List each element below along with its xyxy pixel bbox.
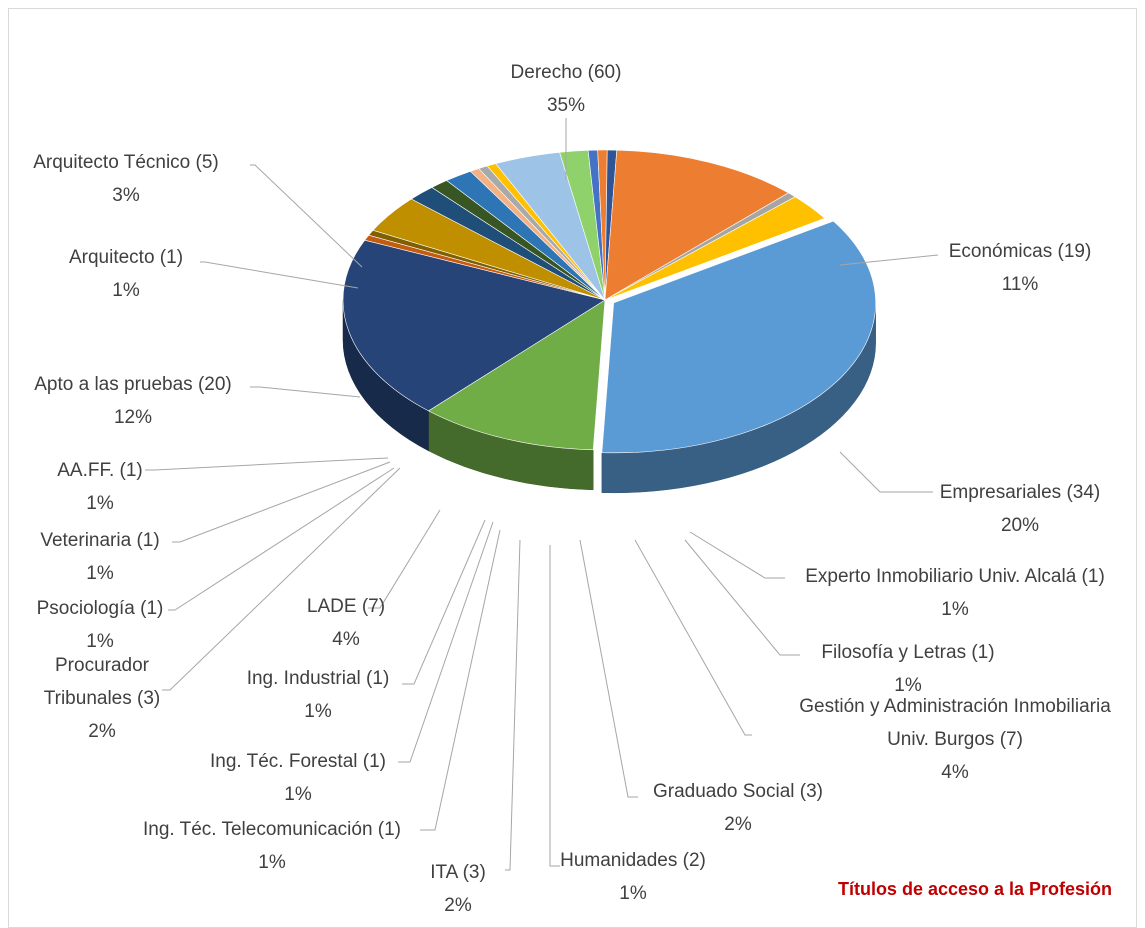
data-label-percent: 2% [444, 895, 472, 915]
data-label: Derecho (60) 35% [511, 62, 622, 116]
data-label: Psociología (1) 1% [37, 598, 164, 652]
data-label-percent: 1% [941, 599, 969, 620]
data-label-percent: 1% [86, 493, 114, 514]
pie-slice [342, 239, 606, 412]
data-label-percent: 1% [86, 631, 114, 652]
data-label: LADE (7) 4% [307, 596, 385, 650]
data-label-percent: 4% [332, 629, 360, 650]
data-label-name: Gestión y Administración Inmobiliaria [799, 696, 1111, 717]
leader-line [200, 261, 359, 289]
data-label: Empresariales (34) 20% [940, 482, 1101, 536]
data-label: Arquitecto Técnico (5) 3% [33, 152, 219, 206]
leader-line [634, 539, 752, 736]
pie-slice [604, 149, 790, 301]
leader-line [250, 386, 361, 398]
leader-line [172, 461, 391, 543]
leader-line [505, 539, 521, 871]
leader-line [145, 457, 389, 471]
leader-line [420, 529, 501, 831]
pie-slices [342, 149, 876, 454]
data-label-name: ITA (3) [430, 862, 486, 883]
leader-line [839, 451, 933, 493]
data-label-name: Ing. Industrial (1) [247, 668, 390, 689]
pie-slice [601, 220, 876, 454]
leader-line [398, 521, 494, 763]
data-label-percent: 1% [284, 784, 312, 805]
pie-slice [427, 299, 606, 451]
leader-line [684, 539, 800, 656]
data-label-percent: 1% [304, 701, 332, 722]
data-label-percent: 20% [1001, 515, 1039, 536]
data-label-percent: 1% [112, 280, 140, 301]
data-label-name: Veterinaria (1) [40, 530, 159, 551]
data-label-name: Empresariales (34) [940, 482, 1101, 503]
data-label: Arquitecto (1) 1% [69, 247, 183, 301]
data-label-name: Psociología (1) [37, 598, 164, 619]
data-label-percent: 4% [941, 762, 969, 783]
data-label-percent: 1% [258, 852, 286, 873]
data-label-percent: 35% [547, 95, 585, 116]
data-label-name: Arquitecto Técnico (5) [33, 152, 219, 173]
leader-line [839, 254, 939, 266]
data-label-percent: 1% [619, 883, 647, 904]
chart-title: Títulos de acceso a la Profesión [838, 879, 1112, 899]
data-label-name: Humanidades (2) [560, 850, 706, 871]
leader-line [689, 531, 785, 579]
data-label-name: Arquitecto (1) [69, 247, 183, 268]
data-label-percent: 11% [1002, 274, 1039, 295]
data-label: Económicas (19) 11% [949, 241, 1092, 295]
data-label: Ing. Industrial (1) 1% [247, 668, 390, 722]
leader-lines [145, 118, 939, 871]
data-label-percent: 3% [112, 185, 140, 206]
data-label-name: Tribunales (3) [44, 688, 161, 709]
data-label-percent: 1% [894, 675, 922, 696]
data-label-name: Derecho (60) [511, 62, 622, 83]
data-label-name: AA.FF. (1) [57, 460, 143, 481]
data-label: Graduado Social (3) 2% [653, 781, 823, 835]
data-label: Ing. Téc. Forestal (1) 1% [210, 751, 386, 805]
data-label-percent: 12% [114, 407, 152, 428]
leader-line [250, 164, 363, 268]
data-label: Filosofía y Letras (1) 1% [821, 642, 994, 696]
leader-line [168, 467, 395, 611]
data-label-name: Ing. Téc. Telecomunicación (1) [143, 819, 401, 840]
leader-line [368, 509, 441, 609]
leader-line [162, 467, 401, 691]
data-label-name: Ing. Téc. Forestal (1) [210, 751, 386, 772]
data-label-name: Filosofía y Letras (1) [821, 642, 994, 663]
data-label: Procurador Tribunales (3) 2% [44, 655, 161, 742]
data-label-percent: 2% [724, 814, 752, 835]
data-label: Veterinaria (1) 1% [40, 530, 159, 584]
leader-line [402, 519, 486, 685]
data-label-percent: 1% [86, 563, 114, 584]
data-label-name: Económicas (19) [949, 241, 1092, 262]
data-label: Humanidades (2) 1% [560, 850, 706, 904]
data-label-name: Experto Inmobiliario Univ. Alcalá (1) [805, 566, 1105, 587]
leader-line [579, 539, 638, 798]
data-label-percent: 2% [88, 721, 116, 742]
data-labels: Derecho (60) 35% Económicas (19) 11% Empresa… [33, 62, 1111, 915]
data-label: Apto a las pruebas (20) 12% [34, 374, 232, 428]
data-label-name: Procurador [55, 655, 150, 676]
data-label-name: LADE (7) [307, 596, 385, 617]
data-label: Experto Inmobiliario Univ. Alcalá (1) 1% [805, 566, 1105, 620]
data-label: Gestión y Administración Inmobiliaria Uni… [799, 696, 1111, 783]
pie-slice [604, 196, 826, 301]
data-label: ITA (3) 2% [430, 862, 486, 915]
data-label: Ing. Téc. Telecomunicación (1) 1% [143, 819, 401, 873]
leader-line [549, 545, 560, 867]
data-label-name: Graduado Social (3) [653, 781, 823, 802]
data-label-name: Apto a las pruebas (20) [34, 374, 232, 395]
data-label: AA.FF. (1) 1% [57, 460, 143, 514]
data-label-name: Univ. Burgos (7) [887, 729, 1023, 750]
